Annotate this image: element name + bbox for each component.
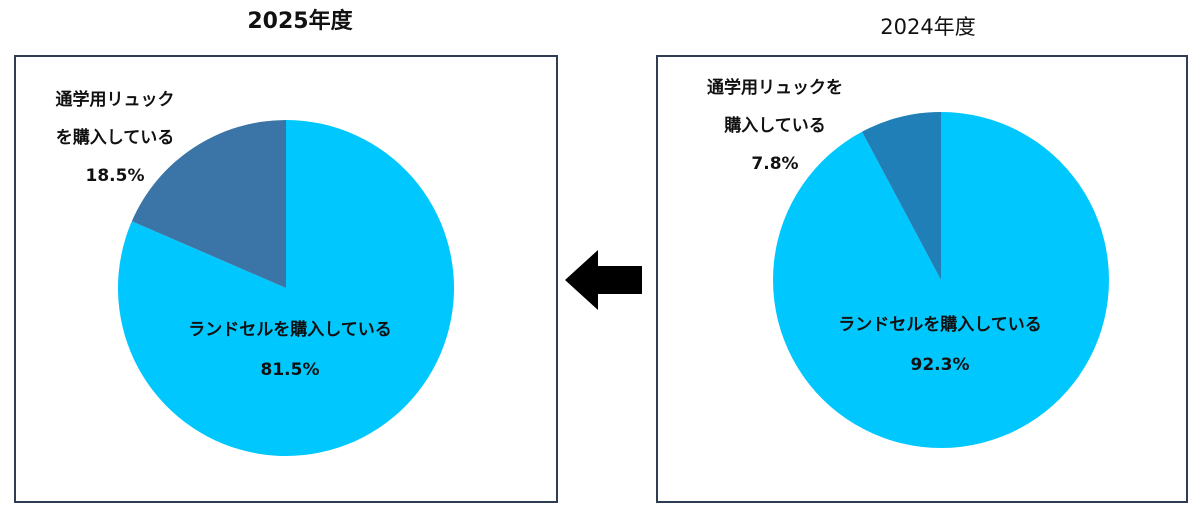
slice-label: 購入している: [724, 115, 826, 136]
value-label: 7.8%: [751, 154, 798, 174]
arrow: [565, 250, 642, 310]
slice-label: 通学用リュック: [56, 89, 175, 110]
slice-label: を購入している: [56, 127, 175, 148]
chart-title: 2025年度: [247, 8, 353, 34]
pie-slice: [118, 120, 455, 456]
slice-label: ランドセルを購入している: [188, 319, 392, 340]
slice-label: ランドセルを購入している: [838, 314, 1042, 335]
value-label: 18.5%: [86, 166, 145, 186]
pie-slice: [861, 112, 941, 280]
chart-title: 2024年度: [880, 15, 975, 39]
value-label: 81.5%: [261, 360, 320, 380]
slice-label: 通学用リュックを: [707, 77, 843, 98]
value-label: 92.3%: [911, 355, 970, 375]
pie-slice: [131, 120, 286, 288]
